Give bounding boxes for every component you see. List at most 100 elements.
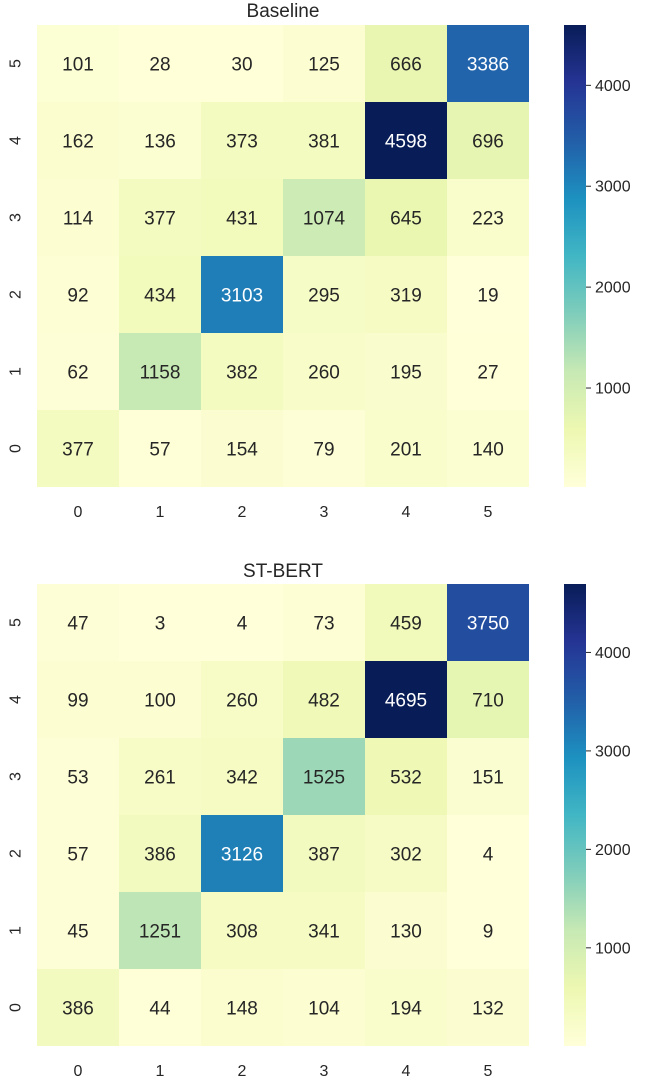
cell-value-label: 114 <box>63 209 94 230</box>
cell-value-label: 482 <box>308 691 340 712</box>
heatmap-cell <box>365 815 447 892</box>
heatmap-cell <box>201 584 283 661</box>
heatmap-cell <box>283 102 365 179</box>
heatmap-cell <box>283 738 365 815</box>
heatmap-cell <box>37 815 119 892</box>
heatmap-cell <box>283 256 365 333</box>
cell-value-label: 381 <box>308 132 340 153</box>
cell-value-label: 19 <box>477 286 498 307</box>
heatmap-cell <box>37 256 119 333</box>
colorbar-tick-label: 1000 <box>595 381 631 398</box>
heatmap-cell <box>283 333 365 410</box>
heatmap-title: Baseline <box>247 1 320 22</box>
y-tick-label: 5 <box>8 618 25 627</box>
cell-value-label: 47 <box>67 614 88 635</box>
cell-value-label: 162 <box>62 132 94 153</box>
heatmap-cell <box>37 892 119 969</box>
heatmap-cell <box>201 333 283 410</box>
heatmap-cell <box>447 815 529 892</box>
cell-value-label: 319 <box>390 286 422 307</box>
cell-value-label: 1158 <box>140 363 181 384</box>
cell-value-label: 104 <box>308 999 340 1020</box>
colorbar-tick-label: 3000 <box>595 179 631 196</box>
heatmap-cell <box>365 738 447 815</box>
cell-value-label: 377 <box>62 440 94 461</box>
heatmap-cell <box>37 102 119 179</box>
heatmap-cell <box>37 25 119 102</box>
heatmap-cell <box>283 892 365 969</box>
colorbar-tick-label: 3000 <box>595 743 631 760</box>
heatmap-cell <box>119 102 201 179</box>
heatmap-cell <box>201 815 283 892</box>
cell-value-label: 99 <box>67 691 88 712</box>
y-tick-label: 3 <box>8 772 25 781</box>
x-tick-label: 4 <box>402 504 411 521</box>
heatmap-cell <box>201 179 283 256</box>
heatmap-cell <box>119 333 201 410</box>
cell-value-label: 373 <box>226 132 258 153</box>
cell-value-label: 62 <box>67 363 88 384</box>
heatmap-cell <box>365 256 447 333</box>
cell-value-label: 431 <box>226 209 258 230</box>
cell-value-label: 130 <box>390 922 422 943</box>
cell-value-label: 53 <box>67 768 88 789</box>
x-tick-label: 2 <box>238 1063 247 1080</box>
heatmap-cell <box>119 738 201 815</box>
heatmap-cell <box>447 738 529 815</box>
colorbar <box>564 25 586 487</box>
heatmap-cell <box>283 661 365 738</box>
y-tick-label: 2 <box>8 849 25 858</box>
heatmap-cell <box>201 892 283 969</box>
cell-value-label: 57 <box>149 440 170 461</box>
cell-value-label: 3126 <box>221 845 263 866</box>
cell-value-label: 382 <box>226 363 258 384</box>
colorbar-tick-label: 2000 <box>595 842 631 859</box>
heatmap-cell <box>447 969 529 1046</box>
heatmap-cell <box>119 661 201 738</box>
cell-value-label: 154 <box>226 440 258 461</box>
heatmap-cell <box>201 25 283 102</box>
heatmap-cell <box>365 25 447 102</box>
colorbar-tick-label: 4000 <box>595 645 631 662</box>
heatmap-cell <box>201 661 283 738</box>
cell-value-label: 666 <box>390 55 422 76</box>
cell-value-label: 73 <box>313 614 334 635</box>
cell-value-label: 140 <box>472 440 504 461</box>
heatmap-cell <box>283 410 365 487</box>
cell-value-label: 459 <box>390 614 422 635</box>
cell-value-label: 148 <box>226 999 258 1020</box>
cell-value-label: 132 <box>472 999 504 1020</box>
x-tick-label: 0 <box>74 1063 83 1080</box>
heatmap-cell <box>365 661 447 738</box>
cell-value-label: 195 <box>390 363 422 384</box>
x-tick-label: 1 <box>156 1063 165 1080</box>
cell-value-label: 4695 <box>385 691 427 712</box>
heatmap-cell <box>447 179 529 256</box>
cell-value-label: 201 <box>390 440 422 461</box>
cell-value-label: 645 <box>390 209 422 230</box>
cell-value-label: 28 <box>149 55 170 76</box>
y-tick-label: 0 <box>8 1003 25 1012</box>
x-tick-label: 3 <box>320 1063 329 1080</box>
heatmap-cell <box>37 738 119 815</box>
heatmap-cell <box>447 584 529 661</box>
cell-value-label: 223 <box>472 209 504 230</box>
heatmap-cell <box>201 738 283 815</box>
heatmap-cell <box>365 102 447 179</box>
heatmap-cell <box>365 179 447 256</box>
heatmap-cell <box>447 892 529 969</box>
heatmap-cell <box>365 892 447 969</box>
heatmap-cell <box>201 102 283 179</box>
colorbar-tick-label: 2000 <box>595 280 631 297</box>
heatmap-cell <box>201 256 283 333</box>
cell-value-label: 696 <box>472 132 504 153</box>
cell-value-label: 92 <box>67 286 88 307</box>
heatmap-cell <box>119 179 201 256</box>
cell-value-label: 434 <box>144 286 176 307</box>
x-tick-label: 1 <box>156 504 165 521</box>
cell-value-label: 377 <box>144 209 176 230</box>
cell-value-label: 3 <box>155 614 166 635</box>
heatmap-cell <box>365 584 447 661</box>
x-tick-label: 4 <box>402 1063 411 1080</box>
